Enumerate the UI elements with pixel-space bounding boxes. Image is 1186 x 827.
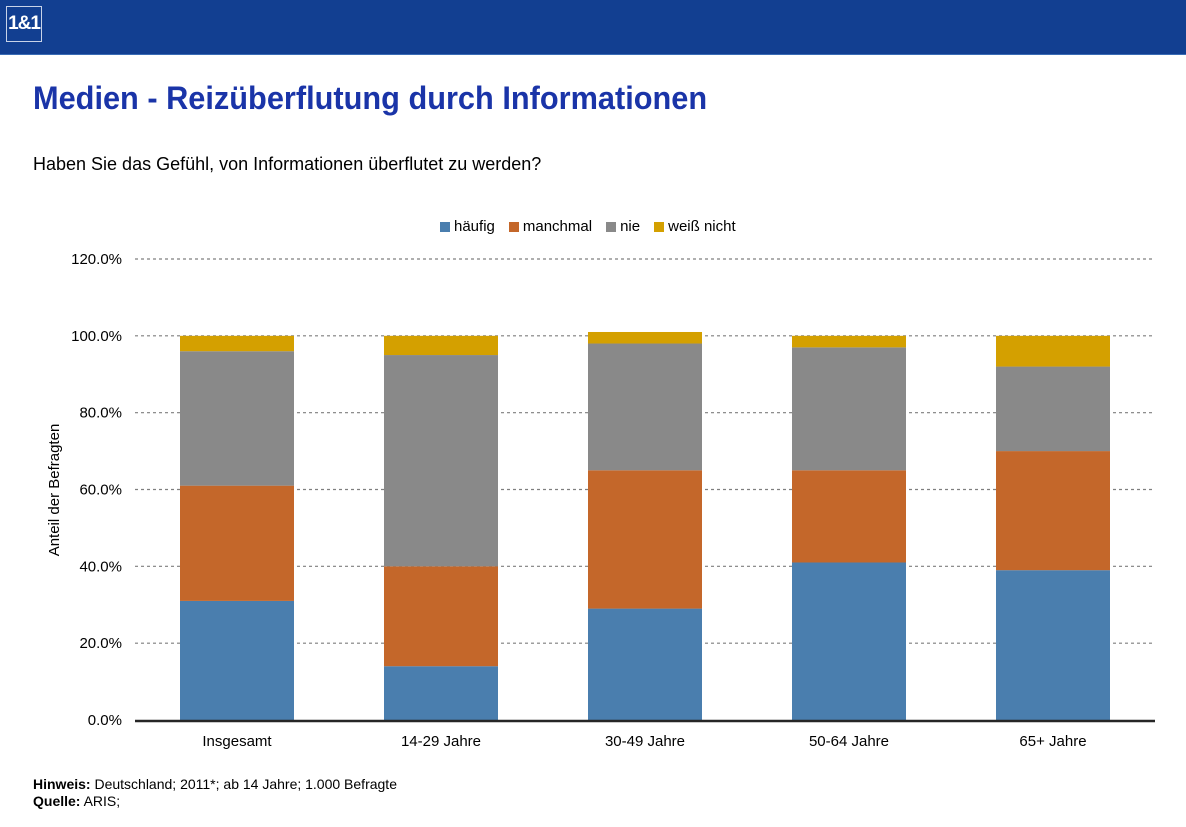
- bar-segment: [996, 451, 1110, 571]
- bars: [180, 331, 1110, 720]
- bar-segment: [792, 347, 906, 471]
- y-tick-label: 40.0%: [79, 558, 122, 575]
- y-tick-label: 80.0%: [79, 405, 122, 422]
- y-tick-label: 0.0%: [88, 712, 122, 729]
- source-text: ARIS;: [80, 793, 121, 809]
- bar-segment: [588, 470, 702, 609]
- legend-swatch-haeufig: [440, 221, 450, 232]
- chart-question: Haben Sie das Gefühl, von Informationen …: [33, 154, 542, 174]
- bar-segment: [792, 335, 906, 348]
- bar-stack: [996, 335, 1110, 720]
- footer-source: Quelle: ARIS;: [33, 793, 397, 810]
- legend-swatch-manchmal: [508, 221, 519, 232]
- x-tick-label: 65+ Jahre: [1019, 733, 1086, 750]
- header-bar: 1&1: [0, 0, 1186, 55]
- bar-segment: [996, 335, 1110, 367]
- y-axis-ticks: 0.0% 20.0% 40.0% 60.0% 80.0% 100.0% 120.0%: [71, 251, 122, 729]
- legend-item-haeufig: häufig: [440, 218, 495, 235]
- bar-stack: [588, 331, 702, 720]
- bar-segment: [180, 485, 294, 601]
- bar-segment: [588, 608, 702, 720]
- legend-item-nie: nie: [606, 218, 640, 235]
- legend-item-manchmal: manchmal: [508, 218, 593, 235]
- brand-logo: 1&1: [6, 6, 42, 42]
- legend-swatch-weiss-nicht: [654, 221, 665, 232]
- page-title: Medien - Reizüberflutung durch Informati…: [33, 80, 708, 116]
- bar-segment: [588, 331, 702, 344]
- bar-stack: [792, 335, 906, 720]
- bar-segment: [792, 470, 906, 563]
- legend-item-weiss-nicht: weiß nicht: [654, 218, 736, 235]
- x-tick-label: 50-64 Jahre: [809, 733, 889, 750]
- bar-segment: [384, 566, 498, 667]
- bar-segment: [792, 562, 906, 720]
- y-axis-title: Anteil der Befragten: [46, 424, 63, 557]
- bar-stack: [180, 335, 294, 720]
- x-tick-label: 14-29 Jahre: [401, 733, 481, 750]
- note-label: Hinweis:: [33, 776, 91, 792]
- bar-segment: [588, 343, 702, 471]
- bar-segment: [996, 366, 1110, 452]
- chart-legend: häufig manchmal nie weiß nicht: [440, 218, 736, 235]
- legend-swatch-nie: [606, 221, 617, 232]
- legend-label: weiß nicht: [668, 218, 736, 235]
- footer-notes: Hinweis: Deutschland; 2011*; ab 14 Jahre…: [33, 776, 397, 810]
- x-tick-label: Insgesamt: [202, 733, 272, 750]
- y-tick-label: 60.0%: [79, 482, 122, 499]
- bar-segment: [384, 335, 498, 356]
- bar-segment: [384, 355, 498, 567]
- bar-segment: [180, 335, 294, 352]
- y-tick-label: 20.0%: [79, 635, 122, 652]
- note-text: Deutschland; 2011*; ab 14 Jahre; 1.000 B…: [90, 776, 397, 792]
- y-tick-label: 100.0%: [71, 328, 122, 345]
- bar-segment: [996, 570, 1110, 720]
- x-tick-label: 30-49 Jahre: [605, 733, 685, 750]
- legend-label: manchmal: [522, 218, 593, 235]
- bar-stack: [384, 335, 498, 720]
- bar-segment: [180, 351, 294, 486]
- bar-segment: [384, 666, 498, 720]
- x-axis-labels: Insgesamt 14-29 Jahre 30-49 Jahre 50-64 Jah…: [202, 733, 1086, 750]
- bar-segment: [180, 600, 294, 720]
- source-label: Quelle:: [33, 793, 81, 809]
- legend-label: nie: [620, 218, 641, 235]
- footer-note: Hinweis: Deutschland; 2011*; ab 14 Jahre…: [33, 776, 397, 793]
- y-tick-label: 120.0%: [71, 251, 122, 268]
- legend-label: häufig: [454, 218, 495, 235]
